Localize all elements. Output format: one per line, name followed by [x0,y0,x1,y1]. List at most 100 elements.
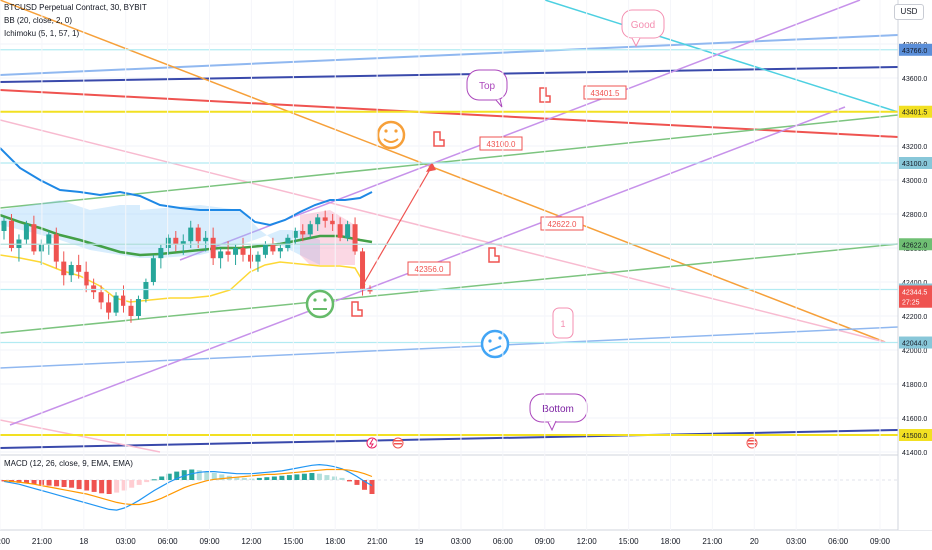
currency-button[interactable]: USD [894,4,924,20]
price-label-42356[interactable]: 42356.0 [407,261,451,276]
price-label-43401[interactable]: 43401.5 [583,85,627,100]
price-label-42622[interactable]: 42622.0 [540,216,584,231]
flash-event-icon[interactable] [366,437,378,449]
macd-bar [159,476,165,480]
candle[interactable] [46,234,52,245]
price-label-43100[interactable]: 43100.0 [479,136,523,151]
bb-legend[interactable]: BB (20, close, 2, 0) [4,16,73,25]
trendline-pink[interactable] [0,119,886,343]
trendline-green-lower[interactable] [0,243,899,334]
candle[interactable] [240,248,246,255]
candle[interactable] [270,244,276,252]
candle[interactable] [247,254,253,262]
candle[interactable] [285,237,291,248]
price-badge[interactable] [899,285,932,298]
trendline-cyan[interactable] [544,0,899,113]
candle[interactable] [76,265,82,272]
trendline-red[interactable] [0,89,899,138]
candle[interactable] [367,288,373,292]
candle[interactable] [307,224,313,235]
macd-bar [114,480,120,493]
ichimoku-cloud-red [300,210,355,265]
candle[interactable] [352,224,358,252]
candle[interactable] [225,251,231,255]
candle[interactable] [158,248,164,259]
hand-pointer-icon[interactable] [433,131,445,147]
price-axis[interactable] [898,0,932,530]
candle[interactable] [292,231,298,238]
candle[interactable] [165,237,171,248]
macd-bar [331,476,337,480]
price-badge[interactable] [899,336,932,349]
candle[interactable] [180,241,186,245]
candle[interactable] [300,231,306,235]
ichimoku-legend[interactable]: Ichimoku (5, 1, 57, 1) [4,29,80,38]
price-badge[interactable] [899,295,932,308]
candle[interactable] [83,271,89,286]
trendline-orange[interactable] [0,0,886,343]
trendline-navy-lower[interactable] [0,429,899,449]
us-flag-event-icon[interactable] [746,437,758,449]
candle[interactable] [322,217,328,221]
candle[interactable] [360,251,366,289]
candle[interactable] [330,220,336,225]
candle[interactable] [188,227,194,242]
callout-top-text: Top [479,81,496,92]
candle[interactable] [53,234,59,262]
candle[interactable] [1,220,7,231]
candle[interactable] [31,224,37,252]
candle[interactable] [113,295,119,313]
candle[interactable] [218,251,224,259]
callout-good[interactable]: Good [621,9,665,48]
confused-face-blue-icon[interactable] [480,329,510,359]
callout-top[interactable]: Top [466,69,508,108]
trendline-navy-upper[interactable] [0,66,899,83]
candle[interactable] [210,237,216,259]
time-tick-label: 15:00 [619,537,640,546]
callout-bottom[interactable]: Bottom [529,393,588,432]
trendline-blue-upper[interactable] [0,34,899,76]
arrow-line[interactable] [359,165,433,291]
neutral-face-green-icon[interactable] [305,289,335,319]
candle[interactable] [61,261,67,276]
macd-bar [279,475,285,480]
candle[interactable] [98,292,104,303]
price-badge[interactable] [899,105,932,118]
trendline-blue-lower[interactable] [0,326,899,369]
candle[interactable] [255,254,261,262]
price-badge[interactable] [899,43,932,56]
candle[interactable] [315,217,321,225]
candle[interactable] [38,244,44,252]
price-badge[interactable] [899,157,932,169]
macd-bar [69,480,75,488]
chart-title[interactable]: BTCUSD Perpetual Contract, 30, BYBIT [4,3,147,12]
candle[interactable] [8,220,14,248]
price-badge[interactable] [899,429,932,441]
callout-one[interactable]: 1 [552,307,574,339]
candle[interactable] [233,248,239,255]
hand-pointer-icon[interactable] [488,247,500,263]
candle[interactable] [345,224,351,238]
us-flag-event-icon[interactable] [392,437,404,449]
candle[interactable] [143,282,149,299]
candle[interactable] [135,299,141,316]
candle[interactable] [128,305,134,316]
candle[interactable] [277,248,283,252]
price-badge[interactable] [899,238,932,251]
smiley-orange-icon[interactable] [376,120,406,150]
macd-legend[interactable]: MACD (12, 26, close, 9, EMA, EMA) [4,459,133,468]
candle[interactable] [195,227,201,242]
hand-pointer-icon[interactable] [351,301,363,317]
candle[interactable] [106,302,112,313]
candle[interactable] [173,237,179,245]
candle[interactable] [121,295,127,306]
candle[interactable] [262,244,268,255]
candle[interactable] [203,237,209,242]
candle[interactable] [337,224,343,238]
candle[interactable] [23,224,29,240]
candle[interactable] [150,258,156,282]
candle[interactable] [91,285,97,293]
trendline-green-upper[interactable] [0,114,899,209]
candle[interactable] [68,265,74,276]
